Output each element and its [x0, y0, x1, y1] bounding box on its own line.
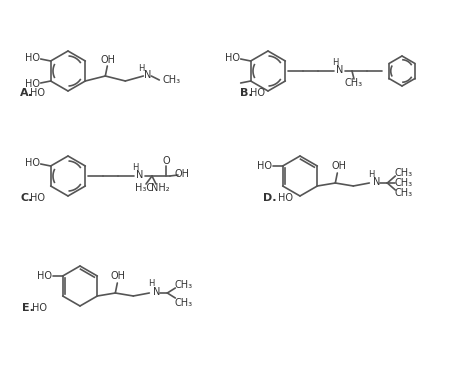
- Text: HO: HO: [225, 53, 240, 63]
- Text: HO: HO: [32, 303, 47, 313]
- Text: H: H: [332, 58, 338, 66]
- Text: N: N: [136, 170, 144, 180]
- Text: OH: OH: [101, 55, 116, 65]
- Text: HO: HO: [250, 88, 265, 98]
- Text: H: H: [368, 170, 375, 178]
- Text: N: N: [153, 287, 160, 297]
- Text: N: N: [373, 177, 380, 187]
- Text: CH₃: CH₃: [394, 188, 412, 198]
- Text: HO: HO: [25, 79, 40, 89]
- Text: A.: A.: [20, 88, 33, 98]
- Text: CH₃: CH₃: [345, 78, 363, 88]
- Text: HO: HO: [257, 161, 272, 171]
- Text: N: N: [336, 65, 344, 75]
- Text: HO: HO: [25, 158, 40, 168]
- Text: OH: OH: [111, 271, 126, 281]
- Text: HO: HO: [278, 193, 293, 203]
- Text: H: H: [132, 162, 138, 171]
- Text: HO: HO: [30, 193, 45, 203]
- Text: H: H: [148, 279, 154, 289]
- Text: CH₃: CH₃: [174, 280, 192, 290]
- Text: CH₃: CH₃: [394, 178, 412, 188]
- Text: N: N: [144, 70, 151, 80]
- Text: H₃C: H₃C: [135, 183, 153, 193]
- Text: HO: HO: [37, 271, 52, 281]
- Text: OH: OH: [174, 169, 190, 179]
- Text: NH₂: NH₂: [151, 183, 169, 193]
- Text: CH₃: CH₃: [394, 168, 412, 178]
- Text: D.: D.: [263, 193, 277, 203]
- Text: O: O: [162, 156, 170, 166]
- Text: CH₃: CH₃: [162, 75, 180, 85]
- Text: CH₃: CH₃: [174, 298, 192, 308]
- Text: H: H: [138, 63, 145, 72]
- Text: B.: B.: [240, 88, 253, 98]
- Text: OH: OH: [332, 161, 347, 171]
- Text: HO: HO: [30, 88, 45, 98]
- Text: HO: HO: [25, 53, 40, 63]
- Text: E.: E.: [22, 303, 34, 313]
- Text: C.: C.: [20, 193, 33, 203]
